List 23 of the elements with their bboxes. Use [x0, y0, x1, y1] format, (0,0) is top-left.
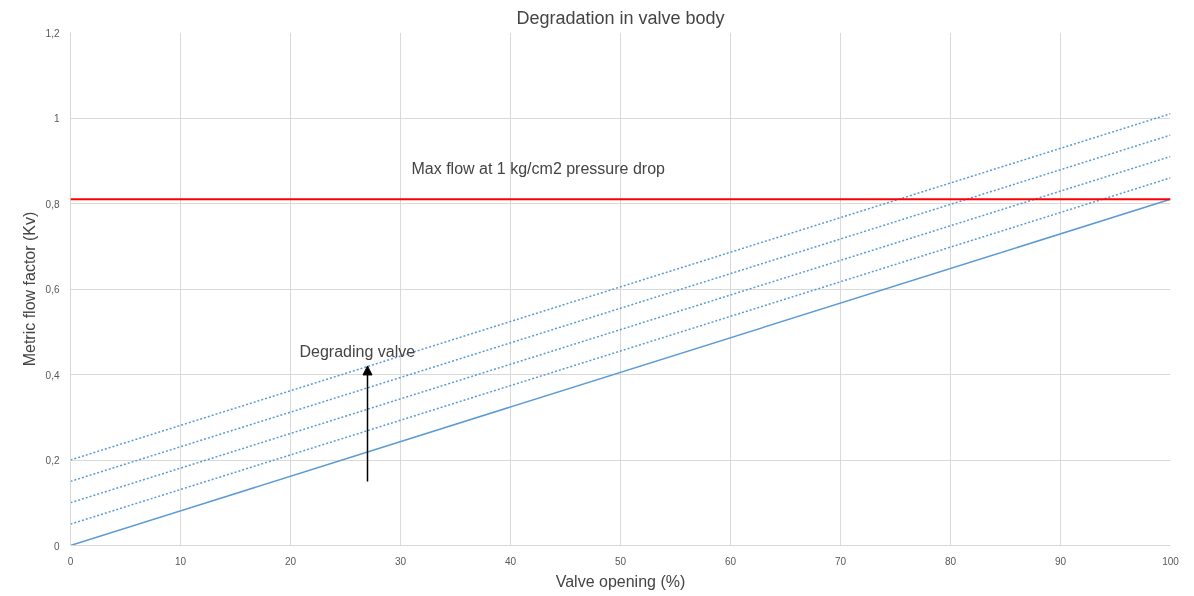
x-tick-label: 40 — [504, 555, 517, 567]
x-tick-label: 60 — [724, 555, 737, 567]
annotation: Degrading valve — [299, 342, 416, 360]
y-axis-title: Metric flow factor (Kv) — [20, 211, 38, 367]
x-tick-label: 50 — [614, 555, 627, 567]
x-tick-label: 10 — [174, 555, 187, 567]
x-tick-label: 80 — [944, 555, 957, 567]
y-tick-label: 1,2 — [45, 27, 60, 39]
x-tick-label: 30 — [394, 555, 407, 567]
x-tick-label: 0 — [67, 555, 74, 567]
y-tick-label: 0,4 — [45, 369, 60, 381]
x-tick-label: 90 — [1054, 555, 1067, 567]
x-axis-title: Valve opening (%) — [555, 572, 686, 590]
y-tick-label: 0 — [53, 540, 60, 552]
x-tick-label: 70 — [834, 555, 847, 567]
y-tick-label: 0,2 — [45, 455, 60, 466]
y-tick-label: 0,6 — [45, 284, 60, 295]
chart-title: Degradation in valve body — [516, 7, 725, 28]
ref-line-label: Max flow at 1 kg/cm2 pressure drop — [411, 160, 666, 178]
x-tick-label: 100 — [1162, 555, 1180, 567]
y-tick-label: 1 — [53, 113, 60, 124]
y-tick-label: 0,8 — [45, 198, 60, 210]
x-tick-label: 20 — [284, 555, 297, 567]
